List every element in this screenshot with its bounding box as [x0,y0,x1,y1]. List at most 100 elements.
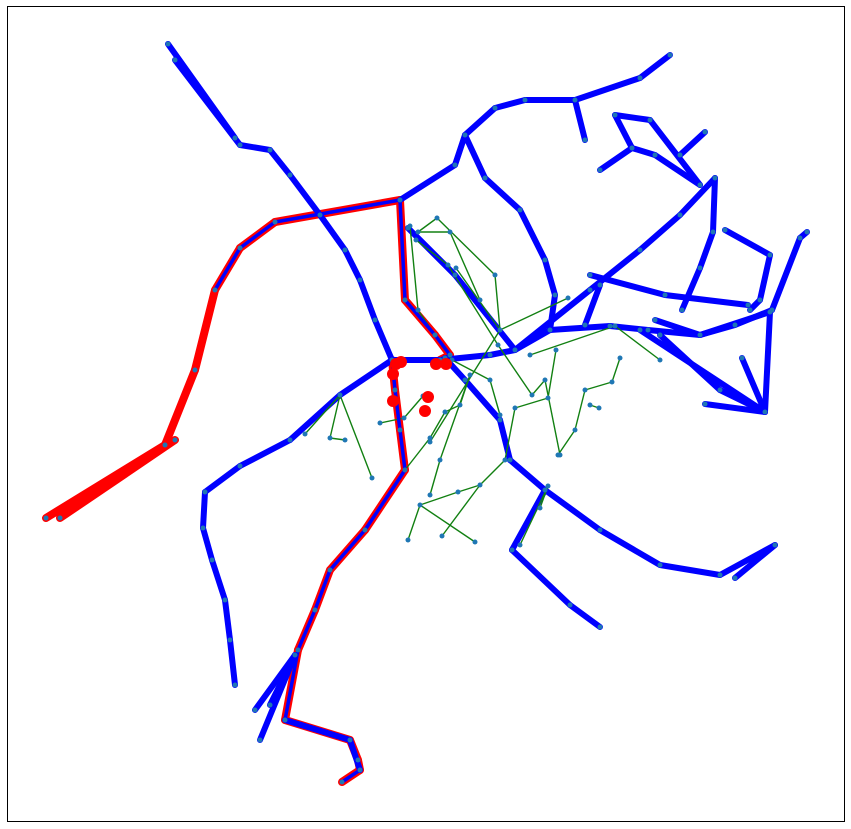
graph-node [553,347,559,353]
graph-node [287,437,293,443]
blue-network-edge [317,212,348,253]
blue-network-edge [637,52,673,81]
graph-node [552,292,558,298]
blue-network-edge [739,355,768,415]
blue-network-layer [165,41,810,773]
highlighted-nodes-layer [387,356,452,417]
blue-network-edge [222,597,233,643]
blue-network-edge [452,272,518,353]
blue-network-edge [462,132,488,181]
green-subnetwork-edge [444,404,461,413]
red-route-core-edge [340,768,362,784]
graph-node [355,757,361,763]
blue-network-edge [227,637,238,688]
graph-node [357,767,363,773]
green-subnetwork-edge [531,379,546,396]
graph-node [717,572,723,578]
graph-node [165,41,171,47]
blue-network-edge [357,277,378,323]
graph-node [717,387,723,393]
green-subnetwork-edge [429,459,441,496]
green-subnetwork-edge [304,394,341,435]
blue-network-edge [509,547,573,608]
graph-node [702,129,708,135]
graph-node [202,489,208,495]
graph-node [452,272,458,278]
graph-node [545,483,551,489]
blue-network-edge [702,401,768,415]
graph-node [337,392,343,398]
blue-network-edge [582,282,603,328]
blue-network-edge [202,463,243,495]
blue-network-edge [209,557,228,603]
graph-node [542,257,548,263]
green-subnetwork-edge [407,504,421,541]
blue-network-edge [517,207,548,263]
graph-node [487,377,493,383]
blue-network-edge [342,247,363,283]
graph-node [452,162,458,168]
graph-node [772,542,778,548]
graph-node [272,219,278,225]
graph-node [512,405,518,411]
graph-node [200,525,206,531]
graph-node [487,352,493,358]
green-subnetwork-edge [429,329,501,443]
graph-node [492,272,498,278]
graph-node [567,602,573,608]
graph-node [397,197,403,203]
graph-node [413,237,419,243]
red-route-core-edge [313,568,332,612]
graph-node [497,417,503,423]
graph-node [434,215,440,221]
graph-node [287,172,293,178]
graph-node [747,307,753,313]
red-route-core-edge [398,428,407,472]
blue-network-edge [547,323,613,333]
blue-network-edge [567,602,603,630]
graph-node [362,527,368,533]
red-route-core-edge [328,528,367,572]
graph-node [797,235,803,241]
blue-network-edge [657,332,723,393]
graph-node [702,401,708,407]
green-subnetwork-edge [451,359,491,381]
graph-node [347,737,353,743]
graph-node [415,307,421,313]
graph-node [529,392,535,398]
graph-node [697,332,703,338]
graph-node [302,431,308,437]
graph-node [512,347,518,353]
graph-node [507,457,513,463]
green-subnetwork-edge [479,459,506,486]
graph-node [405,537,411,543]
red-route-core-edge [283,648,300,722]
red-route-core-edge [213,246,242,292]
graph-node [597,624,603,630]
graph-node [237,245,243,251]
graph-node [657,562,663,568]
blue-network-edge [762,309,773,415]
green-subnetwork-edge [415,239,449,266]
graph-node [637,247,643,253]
graph-node [555,452,561,458]
graph-node [237,142,243,148]
graph-node [597,282,603,288]
graph-node [497,412,503,418]
blue-network-edge [542,257,558,298]
graph-node [517,207,523,213]
green-subnetwork-edge [611,357,621,383]
graph-node [427,435,433,441]
graph-node [597,527,603,533]
green-subnetwork-edge [329,437,346,441]
highlighted-node [430,358,442,370]
graph-node [572,97,578,103]
graph-node [509,547,515,553]
graph-node [677,152,683,158]
blue-network-edge [717,387,768,415]
red-route-core-edge [296,608,317,652]
blue-network-edge [200,525,215,563]
graph-node [445,262,451,268]
graph-node [447,229,453,235]
blue-network-edge [507,457,548,493]
